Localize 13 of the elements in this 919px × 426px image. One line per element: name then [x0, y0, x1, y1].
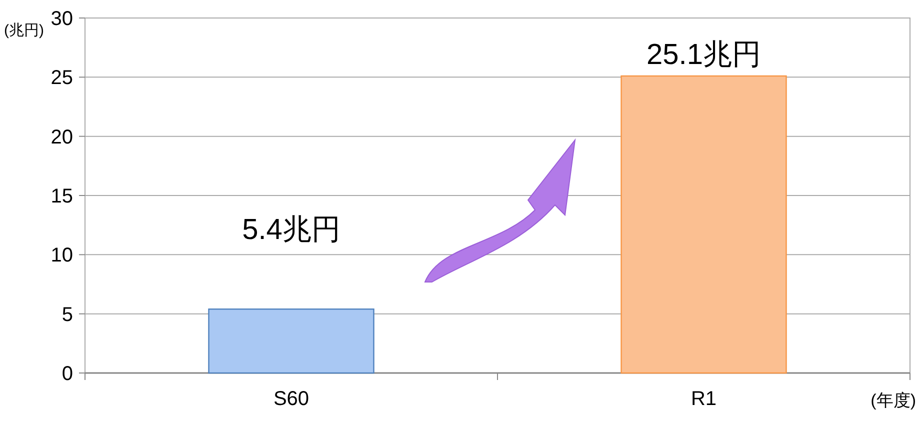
x-tick-label: S60	[273, 388, 310, 410]
y-tick-label: 15	[50, 186, 73, 208]
y-tick-label: 5	[62, 304, 73, 326]
y-tick-label: 25	[50, 67, 73, 90]
data-label: 5.4兆円	[242, 214, 340, 246]
y-tick-label: 30	[50, 8, 73, 30]
y-tick-label: 20	[50, 126, 73, 148]
x-tick-label: R1	[690, 388, 717, 410]
y-tick-label: 10	[50, 244, 73, 267]
x-axis-title: (年度)	[870, 391, 916, 410]
y-tick-label: 0	[62, 363, 73, 385]
data-label: 25.1兆円	[646, 38, 761, 71]
y-axis-title: (兆円)	[4, 22, 44, 39]
